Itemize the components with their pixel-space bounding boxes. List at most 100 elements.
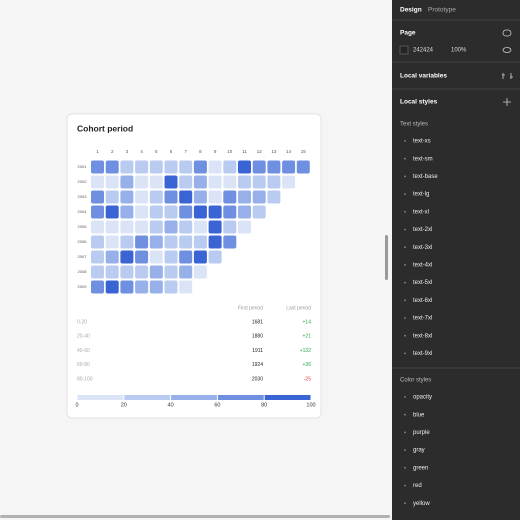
row-label: 2005 [78,224,88,229]
v-scrollbar[interactable] [385,235,388,280]
heat-cell [120,235,134,249]
heat-cell [238,175,251,189]
heat-cell [282,160,296,174]
adjust-icon[interactable] [502,73,513,79]
heat-cell [164,220,178,234]
text-style[interactable]: text-xs [413,139,431,145]
first-period: 1924 [252,362,263,368]
color-style[interactable]: blue [413,412,425,418]
bullet [404,466,406,469]
heat-cell [179,280,193,294]
heat-cell [149,190,163,204]
bullet [404,175,406,178]
row-label: 2004 [78,209,88,214]
bullet [404,210,406,213]
plus-icon[interactable] [503,98,511,106]
tab[interactable]: Design [400,7,422,14]
text-style[interactable]: text-8xl [413,333,432,339]
section-heading[interactable]: Local variables [400,73,447,80]
heat-cell [193,175,207,189]
color-style[interactable]: purple [413,430,430,436]
row-label: 2003 [78,194,88,199]
page-opacity[interactable]: 100% [451,48,467,54]
text-style[interactable]: text-6xl [413,298,432,304]
card-title: Cohort period [77,123,133,133]
color-style[interactable]: gray [413,448,425,454]
heat-cell [238,205,251,219]
bullet [404,193,406,196]
text-style[interactable]: text-base [413,174,438,180]
column-label: 13 [271,149,277,154]
eye-icon[interactable] [502,47,512,53]
heat-cell [223,175,237,189]
heat-cell [120,220,134,234]
column-label: 9 [214,149,217,154]
column-label: 7 [184,149,187,154]
heat-cell [91,160,104,174]
heat-cell [149,220,163,234]
tab[interactable]: Prototype [428,7,456,14]
heat-cell [135,265,149,279]
legend-segment [217,395,264,400]
first-period: 1681 [252,319,263,325]
text-style[interactable]: text-9xl [413,351,432,357]
range-label: 40-60 [77,348,90,354]
heat-cell [135,220,149,234]
legend-segment [264,395,311,400]
legend-tick: 80 [261,402,267,408]
text-style[interactable]: text-xl [413,209,429,215]
heat-cell [120,250,134,264]
heat-cell [149,160,163,174]
heat-cell [193,205,207,219]
heat-cell [135,175,149,189]
bullet [404,352,406,355]
bullet [404,317,406,319]
heat-cell [120,280,134,294]
page-swatch[interactable] [399,45,409,55]
h-scrollbar[interactable] [0,515,390,518]
heat-cell [105,265,119,279]
heat-cell [149,205,163,219]
heat-cell [296,160,310,174]
color-style[interactable]: red [413,483,422,489]
heat-cell [105,190,119,204]
last-period: -25 [304,377,311,383]
heat-cell [91,190,104,204]
color-style[interactable]: green [413,465,428,471]
variable-icon[interactable] [502,29,512,37]
bullet [404,396,406,398]
text-style[interactable]: text-3xl [413,245,432,251]
color-style[interactable]: yellow [413,501,430,507]
color-style[interactable]: opacity [413,395,432,401]
heat-cell [91,280,104,294]
page-color[interactable]: 242424 [413,48,434,54]
bullet [404,413,406,416]
text-style[interactable]: text-5xl [413,280,432,286]
heat-cell [91,250,104,264]
heat-cell [105,205,119,219]
heat-cell [164,250,178,264]
text-style[interactable]: text-2xl [413,227,432,233]
bullet [404,484,406,487]
last-period: +14 [303,319,312,325]
text-style[interactable]: text-sm [413,156,433,162]
text-style[interactable]: text-lg [413,192,429,198]
row-label: 2009 [78,284,88,289]
text-style[interactable]: text-4xl [413,262,432,268]
heat-cell [267,190,281,204]
heat-cell [267,175,281,189]
bullet [404,157,406,160]
heat-cell [149,280,163,294]
heat-cell [208,160,222,174]
heat-cell [135,160,149,174]
text-style[interactable]: text-7xl [413,316,432,322]
bullet [404,502,406,505]
heat-cell [193,250,207,264]
heat-cell [164,235,178,249]
heat-cell [135,205,149,219]
heat-cell [282,175,296,189]
heat-cell [179,175,193,189]
last-period: +21 [303,334,312,340]
heat-cell [164,205,178,219]
first-period: 1911 [252,348,263,354]
